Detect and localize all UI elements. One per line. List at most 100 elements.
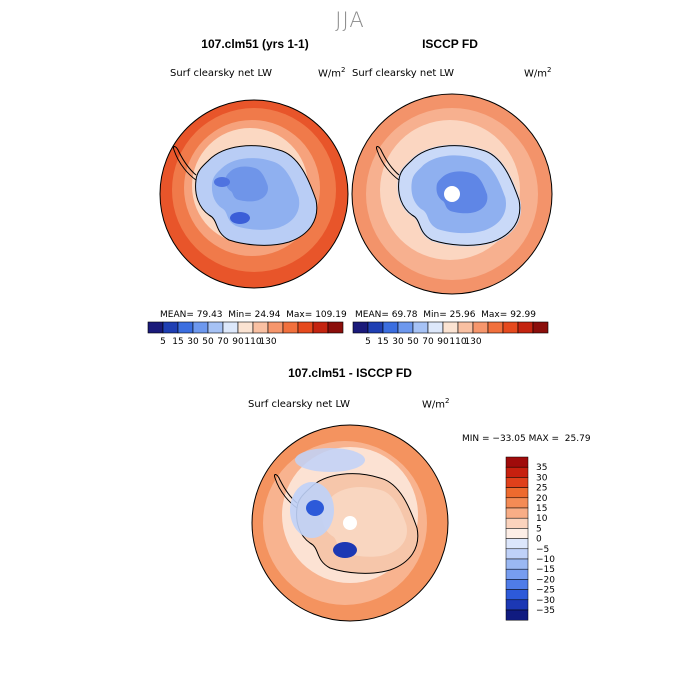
- panel-1-mean: 79.43: [196, 310, 223, 320]
- colorbar-diff-swatch: [505, 538, 529, 550]
- panel-2-min: 25.96: [449, 310, 476, 320]
- colorbar-2-tick-label: 5: [365, 337, 371, 347]
- colorbar-1-swatch: [177, 321, 194, 334]
- panel-1-mean-label: MEAN=: [160, 310, 194, 320]
- colorbar-2-swatch: [382, 321, 399, 334]
- colorbar-2-swatch: [352, 321, 369, 334]
- colorbar-1-swatch: [267, 321, 284, 334]
- colorbar-2-swatch: [472, 321, 489, 334]
- colorbar-1-tick-label: 110: [244, 337, 261, 347]
- colorbar-1-tick-label: 30: [187, 337, 199, 347]
- colorbar-diff-tick-label: −30: [536, 596, 555, 606]
- colorbar-diff-tick-label: 20: [536, 494, 548, 504]
- colorbar-2-swatch: [457, 321, 474, 334]
- panel-1-title: 107.clm51 (yrs 1-1): [201, 37, 309, 51]
- panel-2-units-base: W/m: [524, 68, 547, 80]
- colorbar-diff-tick-label: 5: [536, 524, 542, 534]
- colorbar-2-tick-label: 50: [407, 337, 419, 347]
- panel-2-variable: Surf clearsky net LW: [352, 68, 455, 79]
- panel-2-mean: 69.78: [391, 310, 418, 320]
- diff-stats: MIN = −33.05 MAX = 25.79: [462, 434, 591, 444]
- panel-1-min-label: Min=: [228, 310, 252, 320]
- colorbar-diff-swatch: [505, 589, 529, 601]
- colorbar-1-swatch: [162, 321, 179, 334]
- diff-units-base: W/m: [422, 399, 445, 411]
- colorbar-diff-swatch: [505, 609, 529, 621]
- colorbar-2-tick-label: 15: [377, 337, 388, 347]
- colorbar-diff-tick-label: −35: [536, 606, 555, 616]
- panel-2-title: ISCCP FD: [422, 37, 478, 51]
- colorbar-2-tick-label: 130: [464, 337, 481, 347]
- map-1: [160, 100, 348, 288]
- colorbar-2-swatch: [412, 321, 429, 334]
- colorbar-1-swatch: [327, 321, 344, 334]
- panel-2-max-label: Max=: [481, 310, 508, 320]
- colorbar-2-swatch: [502, 321, 519, 334]
- colorbar-2-swatch: [397, 321, 414, 334]
- colorbar-diff-tick-label: −10: [536, 555, 555, 565]
- colorbar-1-swatch: [252, 321, 269, 334]
- panel-2-mean-label: MEAN=: [355, 310, 389, 320]
- panel-2-units: W/m2: [524, 66, 551, 79]
- colorbar-1-swatch: [147, 321, 164, 334]
- colorbar-2-tick-label: 110: [449, 337, 466, 347]
- colorbar-2-tick-label: 30: [392, 337, 404, 347]
- panel-1-max: 109.19: [315, 310, 347, 320]
- colorbar-1-swatch: [222, 321, 239, 334]
- colorbar-diff-swatch: [505, 517, 529, 529]
- colorbar-1-swatch: [297, 321, 314, 334]
- colorbar-1-swatch: [192, 321, 209, 334]
- colorbar-diff-swatch: [505, 487, 529, 499]
- colorbar-1-swatch: [312, 321, 329, 334]
- colorbar-1-swatch: [237, 321, 254, 334]
- panel-2-stats: MEAN= 69.78 Min= 25.96 Max= 92.99: [355, 310, 536, 320]
- colorbar-diff-swatch: [505, 558, 529, 570]
- panel-1-variable: Surf clearsky net LW: [170, 68, 273, 79]
- colorbar-1-tick-label: 70: [217, 337, 229, 347]
- map-3: [252, 425, 448, 621]
- colorbar-diff-swatch: [505, 528, 529, 539]
- colorbar-diff-swatch: [505, 579, 529, 590]
- panel-1-stats: MEAN= 79.43 Min= 24.94 Max= 109.19: [160, 310, 347, 320]
- colorbar-diff-tick-label: −20: [536, 575, 555, 585]
- colorbar-diff-tick-label: −25: [536, 586, 555, 596]
- colorbar-1-tick-label: 130: [259, 337, 276, 347]
- colorbar-2-swatch: [532, 321, 549, 334]
- colorbar-1-swatch: [282, 321, 299, 334]
- colorbar-diff-swatch: [505, 568, 529, 580]
- colorbar-diff-swatch: [505, 548, 529, 560]
- diff-title: 107.clm51 - ISCCP FD: [288, 366, 412, 380]
- diff-units: W/m2: [422, 397, 449, 410]
- map-2: [352, 94, 552, 294]
- panel-1-max-label: Max=: [286, 310, 313, 320]
- colorbar-diff-tick-label: 35: [536, 463, 547, 473]
- colorbar-diff-tick-label: 15: [536, 504, 547, 514]
- panel-1-units-exp: 2: [341, 66, 346, 74]
- colorbar-diff-swatch: [505, 456, 529, 468]
- colorbar-diff-tick-label: 25: [536, 484, 547, 494]
- colorbar-2-tick-label: 70: [422, 337, 434, 347]
- panel-1-units-base: W/m: [318, 68, 341, 80]
- diff-units-exp: 2: [445, 397, 450, 405]
- colorbar-2-swatch: [442, 321, 459, 334]
- colorbar-diff-tick-label: 10: [536, 514, 548, 524]
- colorbar-1-tick-label: 15: [172, 337, 183, 347]
- diff-variable: Surf clearsky net LW: [248, 399, 351, 410]
- colorbar-1-tick-label: 5: [160, 337, 166, 347]
- colorbar-1-swatch: [207, 321, 224, 334]
- colorbar-diff-tick-label: −15: [536, 565, 555, 575]
- colorbar-2-swatch: [517, 321, 534, 334]
- panel-1-min: 24.94: [254, 310, 281, 320]
- colorbar-diff-tick-label: 30: [536, 473, 548, 483]
- colorbar-diff-swatch: [505, 599, 529, 611]
- colorbar-2-swatch: [487, 321, 504, 334]
- colorbar-diff-swatch: [505, 507, 529, 519]
- panel-2-min-label: Min=: [423, 310, 447, 320]
- colorbar-2-swatch: [427, 321, 444, 334]
- panel-2-units-exp: 2: [547, 66, 552, 74]
- colorbar-1-tick-label: 90: [232, 337, 244, 347]
